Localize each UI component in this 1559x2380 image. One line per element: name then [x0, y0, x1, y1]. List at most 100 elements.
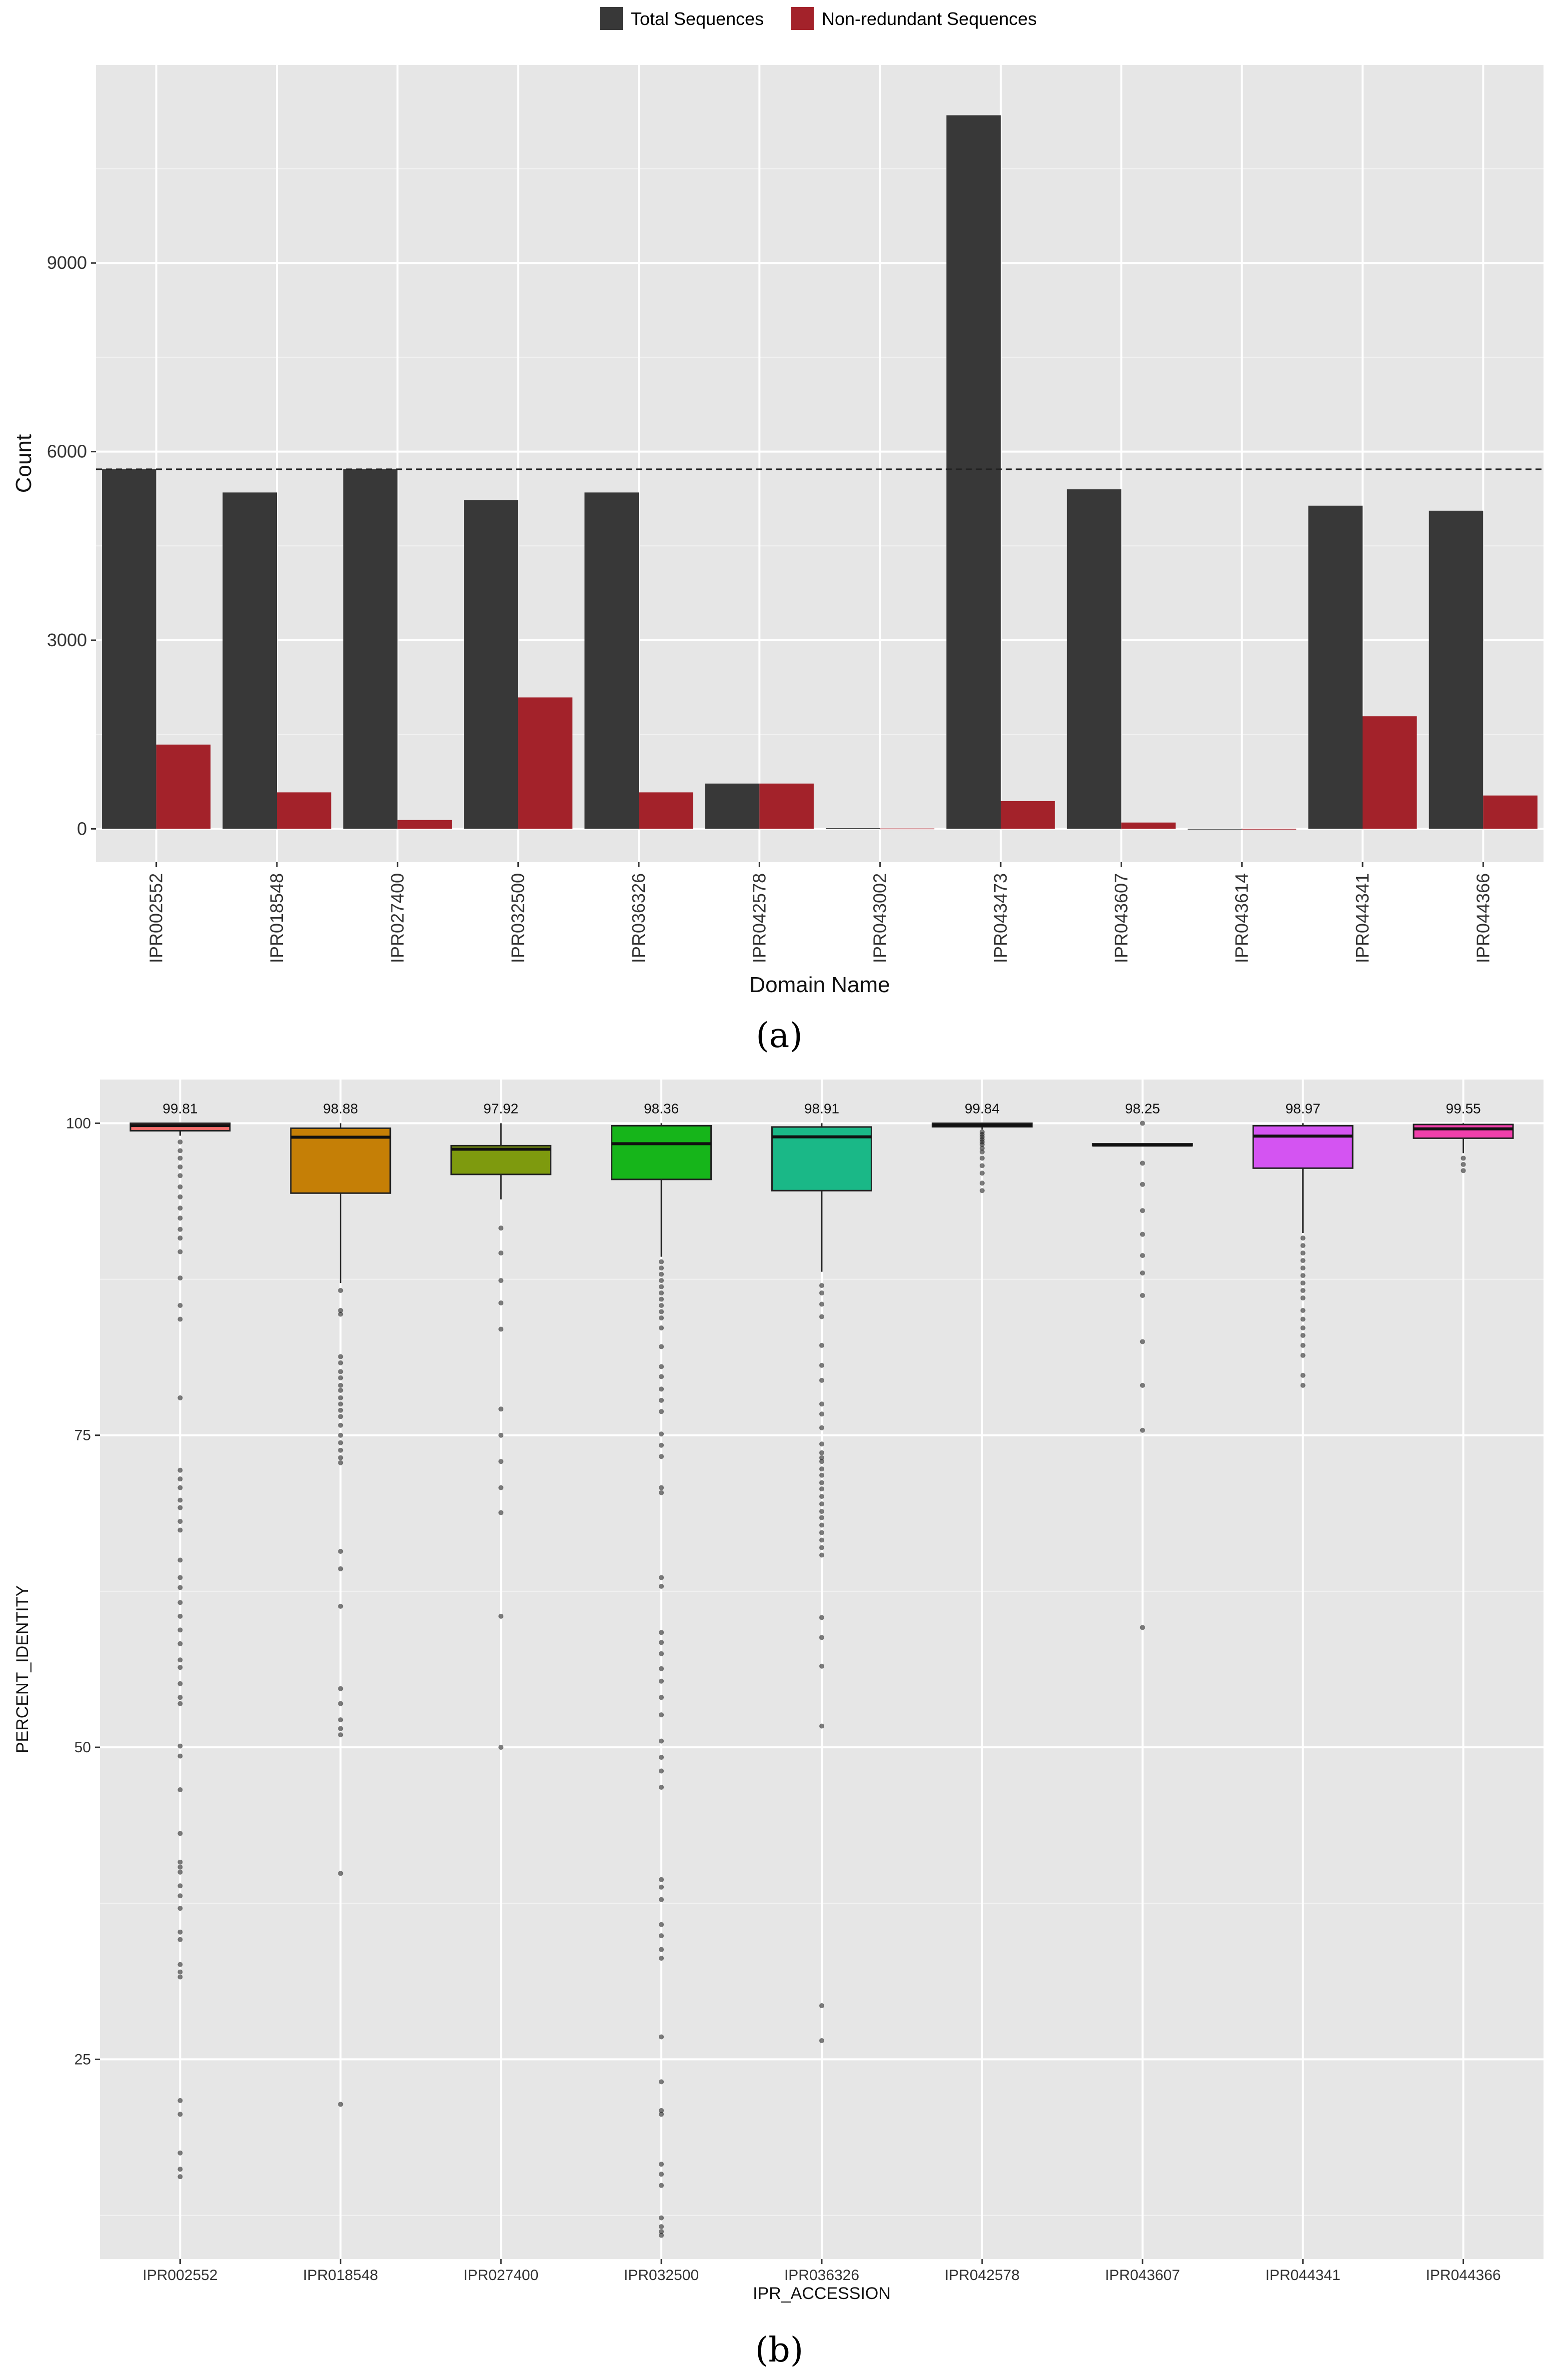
outlier-point: [819, 1501, 824, 1507]
outlier-point: [659, 1364, 664, 1369]
outlier-point: [177, 1194, 183, 1199]
outlier-point: [338, 1455, 343, 1460]
x-tick-label: IPR027400: [463, 2267, 538, 2284]
outlier-point: [1140, 1231, 1145, 1237]
outlier-point: [177, 1695, 183, 1700]
outlier-point: [979, 1163, 985, 1169]
outlier-point: [819, 1494, 824, 1499]
total-bar-IPR018548: [222, 492, 277, 829]
outlier-point: [338, 1375, 343, 1380]
box-plot-panel: 25 50 75 100 99.81 IPR002552 98.88 IPR018548 97.…: [13, 1080, 1544, 2370]
outlier-point: [338, 1717, 343, 1723]
outlier-point: [659, 1712, 664, 1718]
outlier-point: [338, 1382, 343, 1388]
outlier-point: [1140, 1253, 1145, 1258]
outlier-point: [177, 1519, 183, 1524]
box-IPR027400: 97.92 IPR027400: [450, 1101, 552, 2284]
outlier-point: [659, 1454, 664, 1459]
box-IPR044366: 99.55 IPR044366: [1413, 1101, 1514, 2284]
outlier-point: [177, 1859, 183, 1865]
outlier-point: [979, 1181, 985, 1186]
outlier-point: [177, 1497, 183, 1503]
outlier-point: [338, 1414, 343, 1419]
outlier-point: [659, 1785, 664, 1790]
outlier-point: [659, 1303, 664, 1308]
outlier-point: [1300, 1332, 1306, 1338]
median-value-label: 99.55: [1446, 1101, 1481, 1116]
outlier-point: [338, 1308, 343, 1313]
x-tick-label: IPR043614: [1232, 873, 1252, 963]
x-tick-label: IPR042578: [749, 873, 769, 963]
outlier-point: [1140, 1121, 1145, 1126]
nonredundant-bar-IPR036326: [639, 792, 693, 829]
total-bar-IPR043614: [1188, 829, 1242, 830]
outlier-point: [338, 1566, 343, 1571]
outlier-point: [177, 2098, 183, 2103]
outlier-point: [819, 1290, 824, 1296]
nonredundant-bar-IPR043002: [880, 828, 935, 830]
outlier-point: [819, 1301, 824, 1307]
outlier-point: [177, 1467, 183, 1473]
outlier-point: [1300, 1288, 1306, 1293]
outlier-point: [659, 1768, 664, 1774]
outlier-point: [819, 1515, 824, 1520]
outlier-point: [177, 1585, 183, 1590]
outlier-point: [819, 1615, 824, 1620]
outlier-point: [498, 1432, 504, 1438]
outlier-point: [979, 1146, 985, 1151]
y-axis-title: Count: [11, 434, 36, 493]
outlier-point: [338, 1354, 343, 1359]
outlier-point: [177, 2167, 183, 2172]
x-tick-label: IPR043002: [870, 873, 890, 963]
outlier-point: [498, 1459, 504, 1464]
outlier-point: [1300, 1342, 1306, 1348]
outlier-point: [819, 1530, 824, 1535]
outlier-point: [659, 2034, 664, 2040]
total-bar-IPR002552: [102, 469, 156, 829]
nonredundant-bar-IPR027400: [397, 820, 452, 829]
outlier-point: [819, 1455, 824, 1460]
x-tick-label: IPR036326: [628, 873, 649, 963]
nonredundant-bar-IPR018548: [277, 792, 331, 829]
outlier-point: [1300, 1258, 1306, 1263]
outlier-point: [1140, 1161, 1145, 1166]
outlier-point: [819, 1377, 824, 1383]
outlier-point: [177, 1962, 183, 1967]
outlier-point: [659, 1884, 664, 1890]
outlier-point: [177, 1249, 183, 1254]
outlier-point: [177, 1156, 183, 1161]
outlier-point: [1140, 1427, 1145, 1433]
legend-label-nonredundant: Non-redundant Sequences: [822, 8, 1037, 29]
outlier-point: [498, 1225, 504, 1231]
outlier-point: [177, 1527, 183, 1533]
x-tick-label: IPR002552: [142, 2267, 217, 2284]
legend-label-total: Total Sequences: [631, 8, 764, 29]
outlier-point: [819, 1401, 824, 1407]
outlier-point: [177, 1657, 183, 1663]
outlier-point: [498, 1485, 504, 1490]
outlier-point: [979, 1156, 985, 1161]
x-tick-label: IPR018548: [266, 873, 287, 963]
x-tick-label: IPR032500: [508, 873, 528, 963]
outlier-point: [659, 1409, 664, 1414]
outlier-point: [659, 1947, 664, 1952]
outlier-point: [1140, 1208, 1145, 1213]
outlier-point: [659, 1695, 664, 1700]
outlier-point: [338, 1440, 343, 1445]
outlier-point: [177, 1476, 183, 1482]
median-value-label: 98.36: [644, 1101, 679, 1116]
outlier-point: [819, 1459, 824, 1464]
outlier-point: [659, 1265, 664, 1271]
outlier-point: [498, 1406, 504, 1412]
box-body: [1413, 1124, 1514, 1139]
median-value-label: 98.88: [323, 1101, 358, 1116]
outlier-point: [1300, 1308, 1306, 1313]
total-bar-IPR036326: [584, 492, 639, 829]
outlier-point: [659, 1271, 664, 1277]
outlier-point: [338, 1460, 343, 1465]
outlier-point: [1300, 1325, 1306, 1330]
outlier-point: [1140, 1182, 1145, 1187]
outlier-point: [498, 1278, 504, 1283]
outlier-point: [819, 2003, 824, 2009]
